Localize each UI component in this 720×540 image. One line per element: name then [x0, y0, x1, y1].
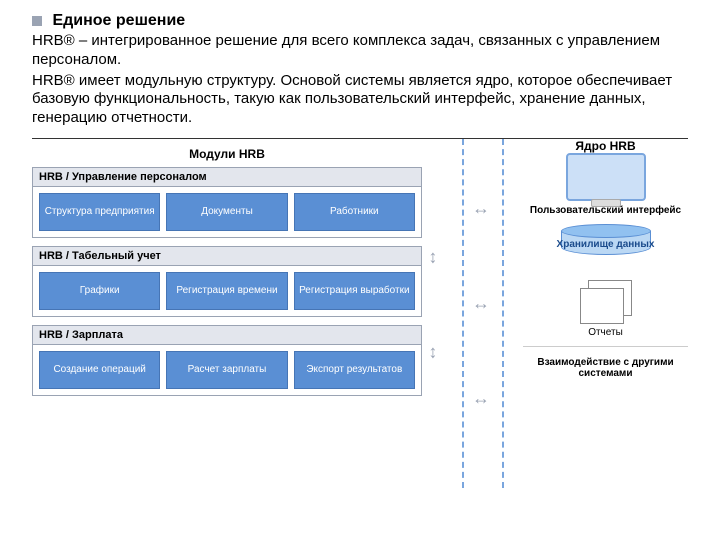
- paragraph-1: HRB® – интегрированное решение для всего…: [32, 32, 688, 70]
- bullet-icon: [32, 16, 42, 26]
- group-personnel: HRB / Управление персоналом Структура пр…: [32, 167, 422, 238]
- integration-block: Взаимодействие с другими системами: [523, 346, 688, 379]
- arrow-icon: ↔: [472, 199, 490, 217]
- modules-title: Модули HRB: [32, 147, 422, 161]
- modules-column: Модули HRB HRB / Управление персоналом С…: [32, 147, 422, 404]
- group-header: HRB / Табельный учет: [33, 247, 421, 266]
- core-column: Ядро HRB Пользовательский интерфейс Хран…: [523, 139, 688, 387]
- node-schedules: Графики: [39, 272, 160, 310]
- node-documents: Документы: [166, 193, 287, 231]
- group-timesheet: HRB / Табельный учет Графики Регистрация…: [32, 246, 422, 317]
- reports-block: Отчеты: [523, 280, 688, 338]
- integration-label: Взаимодействие с другими системами: [523, 357, 688, 379]
- node-output-reg: Регистрация выработки: [294, 272, 415, 310]
- arrow-icon: ↔: [427, 249, 445, 267]
- node-export: Экспорт результатов: [294, 351, 415, 389]
- group-salary: HRB / Зарплата Создание операций Расчет …: [32, 325, 422, 396]
- paragraph-2: HRB® имеет модульную структуру. Основой …: [32, 72, 688, 128]
- heading: Единое решение: [52, 12, 185, 29]
- storage-label: Хранилище данных: [523, 239, 688, 250]
- storage-block: Хранилище данных: [523, 224, 688, 272]
- node-structure: Структура предприятия: [39, 193, 160, 231]
- node-employees: Работники: [294, 193, 415, 231]
- divider-1: [462, 139, 464, 488]
- heading-line: Единое решение: [32, 12, 688, 30]
- arrow-icon: ↔: [472, 389, 490, 407]
- reports-label: Отчеты: [523, 327, 688, 338]
- group-header: HRB / Зарплата: [33, 326, 421, 345]
- node-create-ops: Создание операций: [39, 351, 160, 389]
- group-header: HRB / Управление персоналом: [33, 168, 421, 187]
- divider-2: [502, 139, 504, 488]
- architecture-diagram: Модули HRB HRB / Управление персоналом С…: [32, 138, 688, 488]
- node-calc-salary: Расчет зарплаты: [166, 351, 287, 389]
- node-time-reg: Регистрация времени: [166, 272, 287, 310]
- ui-block: Пользовательский интерфейс: [523, 153, 688, 216]
- core-title: Ядро HRB: [523, 139, 688, 153]
- monitor-icon: [566, 153, 646, 201]
- arrow-icon: ↔: [427, 344, 445, 362]
- documents-icon: [576, 280, 636, 324]
- arrow-icon: ↔: [472, 294, 490, 312]
